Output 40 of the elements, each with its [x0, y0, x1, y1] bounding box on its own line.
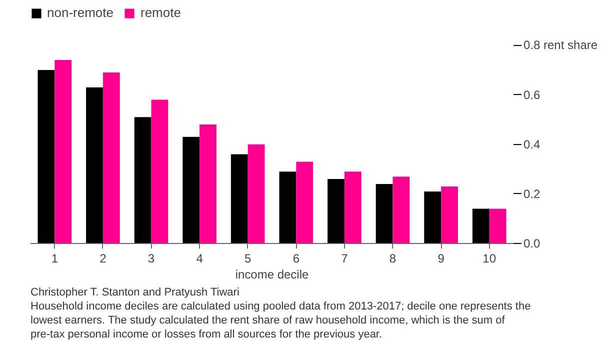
x-tick-label: 2 [100, 252, 107, 266]
bar [296, 162, 314, 244]
y-tick-label: 0.6 [524, 88, 541, 102]
y-tick-label: 0.8 rent share [524, 38, 598, 52]
x-tick-label: 4 [196, 252, 204, 266]
bar [182, 136, 200, 244]
bar [441, 186, 458, 244]
bar [230, 154, 248, 244]
bar [102, 72, 120, 244]
text: Christopher T. Stanton and Pratyush Tiwari [30, 286, 240, 298]
bar [328, 179, 344, 244]
x-tick-label: 9 [438, 252, 445, 266]
bar [392, 176, 410, 244]
bar [248, 144, 265, 244]
x-tick-label: 3 [148, 252, 155, 266]
legend-label: remote [140, 5, 181, 20]
x-axis-title: income decile [235, 268, 310, 282]
bar [489, 208, 506, 244]
x-tick-label: 10 [482, 252, 496, 266]
bar [134, 117, 152, 244]
x-tick-label: 7 [341, 252, 348, 266]
y-tick-label: 0.2 [524, 186, 541, 201]
text: Household income deciles are calculated using pooled data from 2013-2017; decile one represents the lowest earners. The study calculated the rent share of raw household income, which is the sum of pre-tax personal income or losses from all sources for the previous year. [30, 300, 531, 340]
bar [86, 87, 103, 244]
y-tick-label: 0.4 [524, 137, 541, 152]
bar [424, 191, 442, 244]
bar [472, 208, 490, 244]
bar [200, 124, 216, 244]
bar [151, 100, 168, 244]
bar [38, 70, 55, 244]
x-tick-label: 5 [244, 252, 252, 266]
x-tick-label: 8 [389, 252, 396, 266]
x-tick-label: 6 [292, 252, 300, 266]
bar [279, 172, 296, 244]
y-tick-label: 0.0 [524, 236, 541, 250]
legend-label: non-remote [47, 5, 114, 20]
bar [344, 172, 362, 244]
bar [54, 60, 72, 244]
bar [376, 184, 393, 244]
x-tick-label: 1 [51, 252, 58, 266]
